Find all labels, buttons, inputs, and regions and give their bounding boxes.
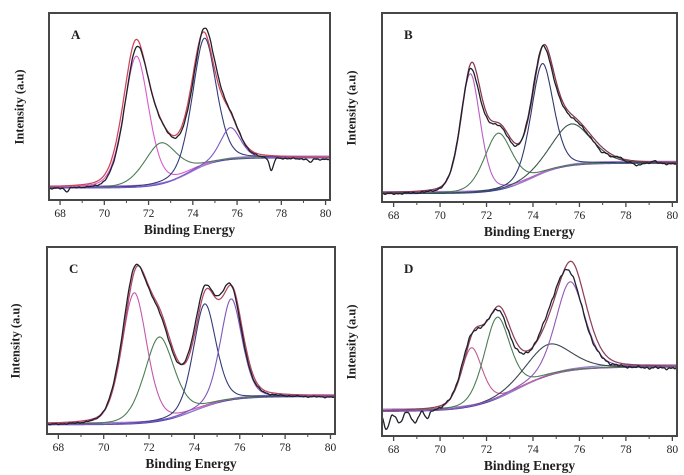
panel-a-x-axis-label: Binding Energy bbox=[143, 222, 236, 237]
component-peak-3-curve bbox=[383, 62, 676, 194]
raw-data-curve bbox=[50, 27, 329, 193]
x-tick-label: 80 bbox=[325, 442, 337, 454]
component-peak-2-curve bbox=[50, 142, 329, 189]
panel-c-label: C bbox=[69, 261, 79, 276]
panel-c: C Intensity (a.u) Binding Energy 68 70 72 7… bbox=[0, 237, 342, 475]
x-tick-label: 76 bbox=[231, 208, 243, 220]
panel-c-y-axis-label: Intensity (a.u) bbox=[8, 302, 23, 379]
component-peak-1-curve bbox=[48, 292, 334, 425]
panel-d-label: D bbox=[404, 261, 414, 276]
x-tick-label: 68 bbox=[54, 208, 66, 220]
curves-group bbox=[383, 43, 676, 196]
curves-group bbox=[48, 263, 334, 426]
x-tick-label: 68 bbox=[53, 442, 65, 454]
x-tick-label: 78 bbox=[620, 210, 632, 222]
raw-data-curve bbox=[48, 263, 334, 426]
plot-frame bbox=[46, 246, 336, 435]
component-peak-4-curve bbox=[383, 123, 676, 194]
background-baseline-violet-curve bbox=[48, 394, 334, 424]
panel-d: D Intensity (a.u) Binding Energy 68 70 72 7… bbox=[342, 237, 684, 475]
x-tick-label: 72 bbox=[481, 444, 493, 456]
panel-a-label: A bbox=[71, 27, 81, 42]
component-peak-1-curve bbox=[50, 55, 329, 188]
x-tick-label: 78 bbox=[276, 208, 288, 220]
x-tick-label: 76 bbox=[574, 444, 586, 456]
panel-a-spectrum-chart: 68 70 72 74 76 78 80 bbox=[48, 12, 332, 220]
x-tick-label: 68 bbox=[388, 210, 400, 222]
plot-frame bbox=[48, 12, 331, 201]
x-tick-label: 68 bbox=[388, 444, 400, 456]
x-tick-label: 76 bbox=[574, 210, 586, 222]
component-peak-4-curve bbox=[48, 298, 334, 426]
panel-b: B Intensity (a.u) Binding Energy 68 70 72 7… bbox=[342, 0, 684, 239]
component-peak-4-curve bbox=[383, 281, 676, 412]
component-peak-1-curve bbox=[383, 73, 676, 194]
x-tick-label: 80 bbox=[320, 208, 332, 220]
x-tick-label: 70 bbox=[99, 208, 111, 220]
panel-b-spectrum-chart: 68 70 72 74 76 78 80 bbox=[381, 12, 679, 222]
background-baseline-violet-curve bbox=[50, 155, 329, 187]
x-tick-label: 80 bbox=[667, 444, 679, 456]
x-tick-label: 70 bbox=[434, 444, 446, 456]
x-tick-label: 70 bbox=[98, 442, 110, 454]
x-tick-label: 78 bbox=[620, 444, 632, 456]
x-tick-label: 80 bbox=[667, 210, 679, 222]
component-peak-3-curve bbox=[48, 303, 334, 426]
fit-envelope-curve bbox=[383, 43, 676, 194]
x-tick-label: 72 bbox=[481, 210, 493, 222]
component-peak-4-curve bbox=[50, 127, 329, 189]
x-tick-label: 72 bbox=[143, 442, 155, 454]
x-tick-label: 72 bbox=[143, 208, 155, 220]
curves-group bbox=[383, 260, 676, 430]
x-tick-label: 74 bbox=[527, 444, 539, 456]
component-peak-1-curve bbox=[383, 347, 676, 412]
background-baseline-violet-curve bbox=[383, 364, 676, 410]
x-tick-label: 78 bbox=[279, 442, 291, 454]
panel-b-y-axis-label: Intensity (a.u) bbox=[344, 69, 359, 146]
curves-group bbox=[50, 27, 329, 193]
panel-b-x-axis-label: Binding Energy bbox=[483, 224, 576, 239]
component-peak-3-curve bbox=[50, 37, 329, 189]
panel-d-y-axis-label: Intensity (a.u) bbox=[344, 303, 359, 380]
panel-d-x-axis-label: Binding Energy bbox=[483, 458, 576, 473]
x-tick-label: 74 bbox=[527, 210, 539, 222]
x-tick-label: 76 bbox=[234, 442, 246, 454]
raw-data-curve bbox=[383, 44, 676, 196]
background-baseline-violet-curve bbox=[383, 160, 676, 193]
raw-data-curve bbox=[383, 268, 676, 430]
plot-frame bbox=[381, 246, 678, 437]
x-tick-label: 74 bbox=[187, 208, 199, 220]
panel-c-spectrum-chart: 68 70 72 74 76 78 80 bbox=[46, 246, 337, 454]
panel-b-label: B bbox=[404, 27, 413, 42]
x-tick-label: 74 bbox=[189, 442, 201, 454]
component-peak-3-curve bbox=[383, 343, 676, 412]
x-tick-label: 70 bbox=[434, 210, 446, 222]
fit-envelope-curve bbox=[50, 31, 329, 188]
panel-a-y-axis-label: Intensity (a.u) bbox=[12, 68, 27, 145]
panel-c-x-axis-label: Binding Energy bbox=[145, 456, 237, 471]
plot-frame bbox=[381, 12, 678, 203]
background-baseline-blue-curve bbox=[383, 366, 676, 412]
fit-envelope-curve bbox=[383, 260, 676, 412]
panel-a: A Intensity (a.u) Binding Energy 68 70 72 7… bbox=[0, 0, 342, 237]
panel-d-spectrum-chart: 68 70 72 74 76 78 80 bbox=[381, 246, 679, 456]
